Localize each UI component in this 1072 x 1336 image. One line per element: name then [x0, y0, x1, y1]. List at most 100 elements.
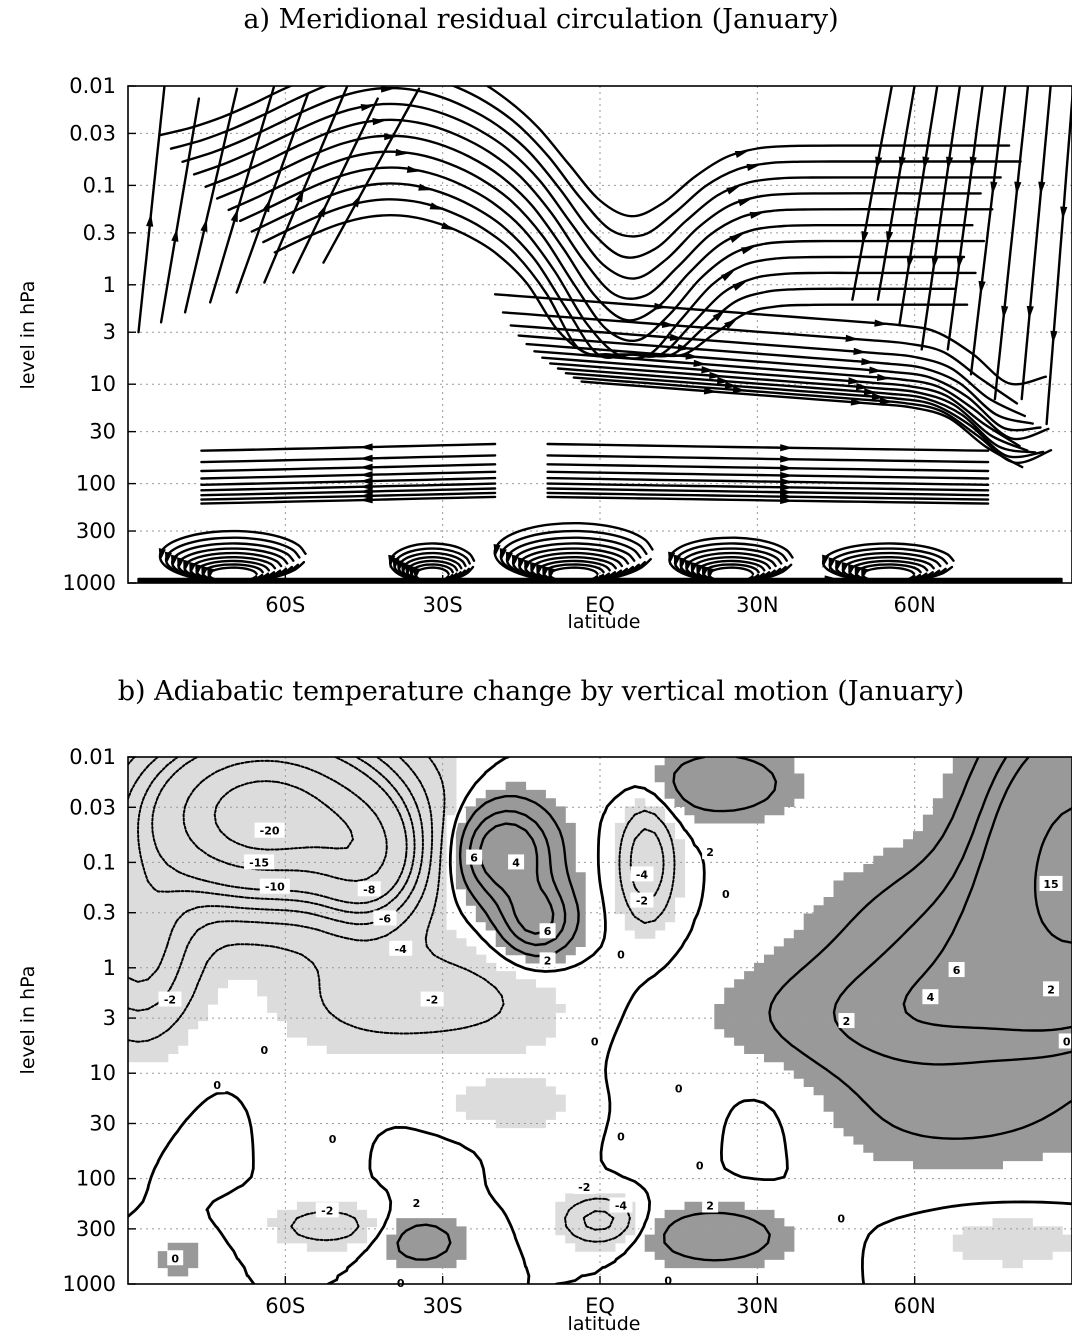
streamline-arrow	[746, 163, 761, 171]
contour-line	[479, 757, 1072, 1032]
streamline	[227, 150, 986, 342]
streamline-arrow	[726, 186, 740, 195]
y-tick-label: 0.03	[69, 121, 116, 145]
y-tick-label: 0.1	[83, 850, 116, 874]
streamline-arrow	[931, 255, 939, 270]
contour-line	[151, 757, 408, 905]
streamline-arrow	[898, 156, 906, 170]
streamline-arrow	[195, 563, 203, 578]
streamline-arrow	[906, 255, 914, 270]
contour-label-bg	[833, 1210, 850, 1226]
panel-a-xlabel: latitude	[568, 611, 641, 633]
contour-label: -2	[426, 994, 438, 1007]
streamline-arrow	[724, 319, 738, 330]
contour-label-bg	[254, 822, 285, 838]
contour-label-bg	[389, 940, 413, 956]
streamline-arrow	[729, 234, 743, 243]
streamline-arrow	[848, 377, 862, 385]
streamline	[159, 97, 201, 324]
streamline	[192, 102, 982, 280]
streamline	[546, 487, 990, 497]
contour-label: 2	[706, 1200, 714, 1213]
contour-label: 6	[953, 964, 961, 977]
streamline	[200, 470, 497, 480]
streamline-arrow	[441, 222, 455, 231]
streamline-arrow	[189, 561, 197, 576]
streamline-arrow	[780, 455, 794, 463]
streamline-arrow	[780, 444, 794, 452]
streamline-arrow	[170, 554, 179, 569]
streamline-arrow	[741, 246, 755, 255]
streamline-arrow	[1014, 181, 1022, 195]
streamline-arrow	[716, 376, 731, 385]
x-tick-label: 30S	[423, 593, 463, 617]
streamline-arrow	[524, 559, 532, 574]
contour-label-bg	[539, 952, 556, 968]
contour-label: -2	[636, 895, 648, 908]
streamline-arrow	[875, 156, 883, 170]
streamline-arrow	[262, 198, 271, 213]
streamline-arrow	[709, 371, 723, 380]
streamline	[493, 293, 1047, 386]
positive-shading	[157, 757, 1072, 1277]
contour-label: 4	[927, 991, 935, 1004]
streamline-arrow	[418, 183, 432, 191]
streamline	[204, 118, 994, 300]
streamline	[200, 487, 497, 497]
contour-label: 0	[1063, 1035, 1071, 1048]
streamline	[564, 372, 1045, 459]
streamline-arrow	[946, 156, 954, 170]
streamline-arrow	[370, 72, 383, 79]
contour-label: 4	[512, 856, 520, 869]
x-tick-label: EQ	[585, 1294, 615, 1318]
streamline-arrow	[874, 319, 888, 327]
contour-label-bg	[408, 1194, 425, 1210]
panel-a-ylabel: level in hPa	[17, 281, 39, 390]
streamline	[525, 342, 1042, 432]
y-tick-label: 3	[103, 320, 116, 344]
streamline-arrow	[922, 156, 930, 170]
streamline-arrow	[853, 347, 867, 355]
contour-line	[213, 780, 354, 851]
streamline-arrow	[879, 397, 893, 405]
streamline	[546, 454, 990, 464]
streamline-arrow	[1026, 305, 1034, 320]
streamline-arrow	[679, 557, 687, 571]
streamline-arrow	[359, 471, 373, 479]
streamline-arrow	[673, 554, 681, 569]
contour-label-bg	[948, 962, 965, 978]
contour-label: -2	[164, 994, 176, 1007]
x-tick-label: 60N	[893, 593, 935, 617]
streamline-arrow	[1001, 305, 1009, 320]
contour-label-bg	[612, 946, 629, 962]
streamline	[546, 470, 990, 480]
x-tick-label: 30N	[736, 593, 778, 617]
contour-label: 6	[470, 852, 478, 865]
streamline-arrow	[712, 310, 725, 322]
streamline-arrow	[200, 218, 208, 233]
contour-label-bg	[630, 892, 654, 908]
contour-label-bg	[922, 989, 939, 1005]
streamline	[546, 491, 990, 501]
streamline	[200, 491, 497, 501]
streamline	[509, 324, 1026, 418]
contour-label: -6	[379, 912, 392, 925]
contour-label-bg	[630, 866, 654, 882]
contour-label: -4	[636, 868, 649, 881]
streamline-arrow	[406, 165, 421, 173]
streamline-arrow	[392, 557, 400, 571]
contour-label-bg	[324, 1130, 341, 1146]
streamline-arrow	[861, 231, 869, 245]
x-tick-label: 60S	[265, 1294, 305, 1318]
streamline	[292, 97, 379, 274]
contour-line	[1033, 807, 1072, 944]
streamline-arrow	[400, 562, 408, 576]
streamline	[517, 334, 1034, 425]
streamline-arrow	[359, 443, 373, 451]
y-tick-label: 10	[89, 1061, 116, 1085]
streamline-arrow	[693, 359, 707, 368]
streamline	[546, 463, 990, 473]
contour-label-bg	[1058, 1033, 1072, 1049]
contour-label-bg	[259, 878, 290, 894]
